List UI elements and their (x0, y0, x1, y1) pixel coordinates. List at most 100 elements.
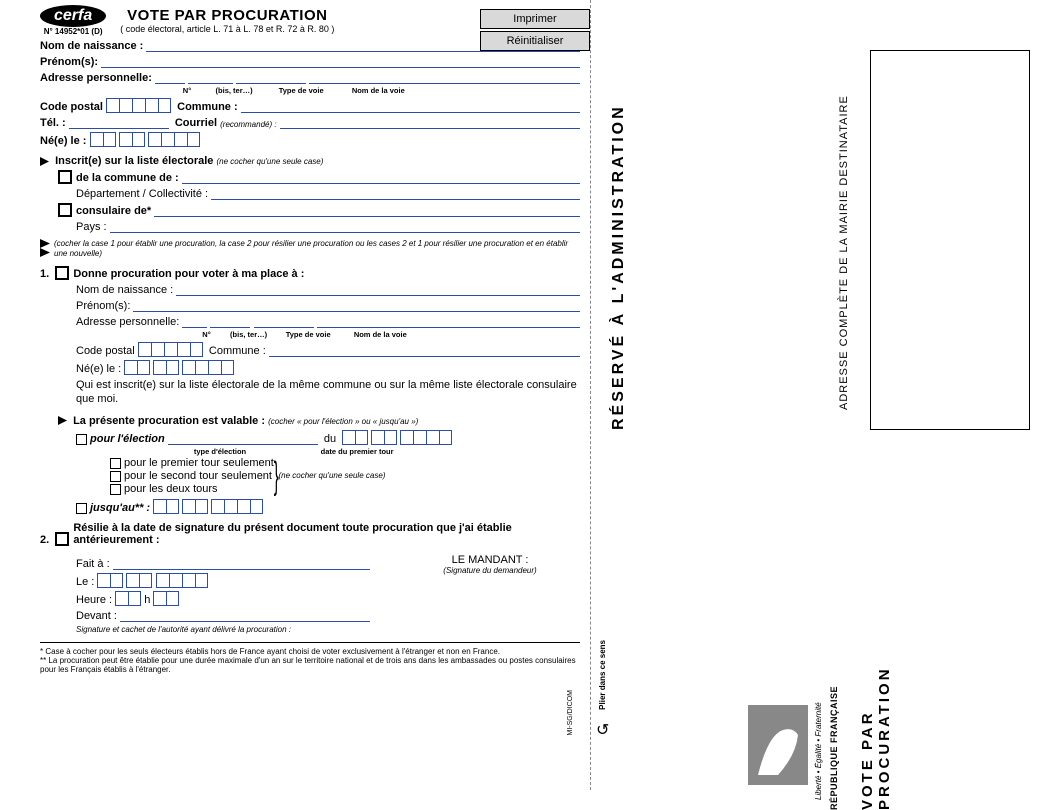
field-s1-cp[interactable] (138, 342, 203, 357)
republique: RÉPUBLIQUE FRANÇAISE (829, 680, 839, 810)
label-consulaire: consulaire de* (76, 205, 151, 217)
curly-brace-icon: } (274, 457, 279, 495)
print-button[interactable]: Imprimer (480, 9, 590, 29)
label-tel: Tél. : (40, 117, 66, 129)
field-date-aaaa[interactable] (400, 430, 452, 445)
section1-title: Donne procuration pour voter à ma place … (73, 268, 304, 280)
field-dept[interactable] (211, 187, 580, 200)
field-s1-nomvoie[interactable] (317, 315, 580, 328)
field-adr-nom[interactable] (309, 71, 580, 84)
checkbox-resilie[interactable] (55, 532, 69, 546)
checkbox-consulaire[interactable] (58, 203, 72, 217)
hint-nomvoie: Nom de la voie (338, 86, 418, 95)
field-consulaire[interactable] (154, 204, 580, 217)
label-cp: Code postal (40, 101, 103, 113)
field-s1-ne-jj[interactable] (124, 360, 150, 375)
field-ne-aaaa[interactable] (148, 132, 200, 147)
field-le-aaaa[interactable] (156, 573, 208, 588)
field-tel[interactable] (69, 116, 169, 129)
hint-inscrit: (ne cocher qu'une seule case) (216, 157, 323, 166)
field-s1-commune[interactable] (269, 344, 580, 357)
motto: Liberté • Égalité • Fraternité (814, 690, 823, 800)
field-courriel[interactable] (280, 116, 580, 129)
label-mandant-sub: (Signature du demandeur) (400, 566, 580, 575)
checkbox-jusquau[interactable] (76, 503, 87, 514)
checkbox-donne[interactable] (55, 266, 69, 280)
field-le-jj[interactable] (97, 573, 123, 588)
section-inscrit: Inscrit(e) sur la liste électorale (ne c… (40, 155, 580, 167)
field-prenom[interactable] (101, 55, 580, 68)
field-hh[interactable] (115, 591, 141, 606)
field-date-jj[interactable] (342, 430, 368, 445)
triangles-icon (40, 239, 50, 260)
field-jq-jj[interactable] (153, 499, 179, 514)
label-s1-commune: Commune : (209, 345, 266, 357)
field-s1-ne-aaaa[interactable] (182, 360, 234, 375)
checkbox-tour2[interactable] (110, 471, 121, 482)
section-validite: La présente procuration est valable : (c… (58, 415, 580, 427)
doc-subtitle: ( code électoral, article L. 71 à L. 78 … (120, 24, 334, 34)
label-commune-de: de la commune de : (76, 172, 179, 184)
field-adr-bis[interactable] (188, 71, 233, 84)
hint-num: N° (172, 86, 202, 95)
field-date-mm[interactable] (371, 430, 397, 445)
field-jq-aaaa[interactable] (211, 499, 263, 514)
reset-button[interactable]: Réinitialiser (480, 31, 590, 51)
footnotes: * Case à cocher pour les seuls électeurs… (40, 642, 580, 674)
checkbox-pour-election[interactable] (76, 434, 87, 445)
field-adr-type[interactable] (236, 71, 306, 84)
fold-arrow-icon: ↺ (596, 720, 609, 740)
label-nom: Nom de naissance : (40, 40, 143, 52)
reserve-admin: RÉSERVÉ À L'ADMINISTRATION (610, 50, 628, 430)
field-cp[interactable] (106, 98, 171, 113)
field-commune-de[interactable] (182, 171, 580, 184)
adresse-label: ADRESSE COMPLÈTE DE LA MAIRIE DESTINATAI… (838, 50, 850, 410)
field-s1-ne-mm[interactable] (153, 360, 179, 375)
signature-block: Fait à : Le : Heure : h Devant : Signatu… (40, 554, 580, 634)
field-fait[interactable] (113, 557, 370, 570)
label-mandant-sign: LE MANDANT : (400, 554, 580, 566)
label-s1-cp: Code postal (76, 345, 135, 357)
field-type-election[interactable] (168, 432, 318, 445)
cerfa-logo: cerfa (40, 5, 106, 27)
field-ne-mm[interactable] (119, 132, 145, 147)
label-courriel: Courriel (175, 117, 217, 129)
field-s1-prenom[interactable] (133, 299, 580, 312)
field-commune[interactable] (241, 100, 580, 113)
field-s1-type[interactable] (254, 315, 314, 328)
footnote-dstar: ** La procuration peut être établie pour… (40, 656, 580, 674)
label-s1-prenom: Prénom(s): (76, 300, 130, 312)
label-adresse: Adresse personnelle: (40, 72, 152, 84)
action-buttons: Imprimer Réinitialiser (480, 9, 590, 53)
field-pays[interactable] (110, 220, 580, 233)
field-mm[interactable] (153, 591, 179, 606)
field-s1-nom[interactable] (176, 283, 580, 296)
field-s1-bis[interactable] (210, 315, 250, 328)
label-ne: Né(e) le : (40, 135, 86, 147)
checkbox-commune[interactable] (58, 170, 72, 184)
hint-courriel: (recommandé) : (220, 120, 276, 129)
side-reference: MI-SG/DICOM (567, 690, 574, 736)
field-ne-jj[interactable] (90, 132, 116, 147)
field-s1-num[interactable] (182, 315, 207, 328)
section2-title: Résilie à la date de signature du présen… (73, 522, 580, 546)
field-jq-mm[interactable] (182, 499, 208, 514)
label-pour-election: pour l'élection (90, 433, 165, 445)
hint-tours: (ne cocher qu'une seule case) (279, 471, 386, 480)
s1-qui: Qui est inscrit(e) sur la liste électora… (76, 379, 580, 407)
label-pays: Pays : (76, 221, 107, 233)
hint-bis: (bis, ter…) (204, 86, 264, 95)
field-adr-num[interactable] (155, 71, 185, 84)
right-title: VOTE PAR PROCURATION (859, 590, 893, 810)
label-commune: Commune : (177, 101, 238, 113)
field-le-mm[interactable] (126, 573, 152, 588)
address-box[interactable] (870, 50, 1030, 430)
label-s1-nom: Nom de naissance : (76, 284, 173, 296)
checkbox-deuxtours[interactable] (110, 484, 121, 495)
form-number: N° 14952*01 (D) (40, 27, 106, 36)
checkbox-tour1[interactable] (110, 458, 121, 469)
fold-instruction: Plier dans ce sens (598, 640, 607, 710)
field-devant[interactable] (120, 609, 370, 622)
fold-line (590, 0, 591, 790)
marianne-icon (748, 705, 808, 785)
